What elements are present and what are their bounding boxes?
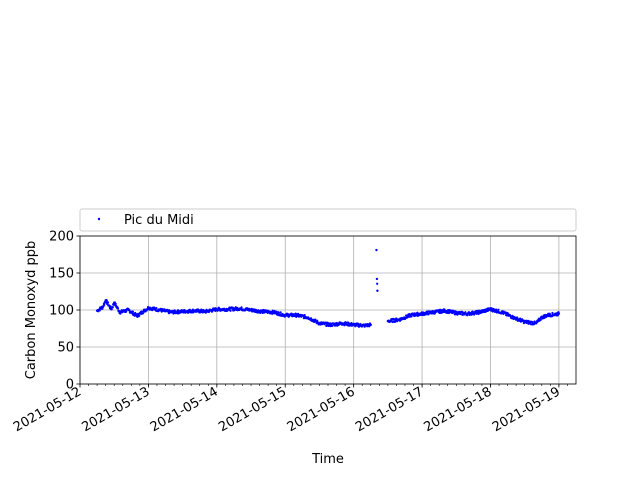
x-tick-label: 2021-05-18 xyxy=(422,384,495,435)
y-tick-label: 50 xyxy=(57,341,74,356)
data-point xyxy=(410,315,413,318)
data-point xyxy=(413,312,416,315)
data-point xyxy=(111,305,114,309)
data-point xyxy=(146,305,150,309)
legend-box xyxy=(79,208,577,232)
y-tick-label: 100 xyxy=(49,304,74,319)
data-point xyxy=(114,302,117,305)
data-point xyxy=(376,289,379,292)
data-point xyxy=(105,299,108,302)
data-point xyxy=(103,303,106,306)
x-axis-ticks: 2021-05-122021-05-132021-05-142021-05-15… xyxy=(11,384,568,435)
data-point xyxy=(118,310,121,313)
x-tick-label: 2021-05-14 xyxy=(148,384,221,435)
data-point xyxy=(547,312,550,315)
data-point xyxy=(140,310,143,313)
y-axis-label: Carbon Monoxyd ppb xyxy=(24,241,39,379)
data-point xyxy=(214,307,217,310)
data-point xyxy=(477,312,480,315)
data-point xyxy=(368,322,372,325)
data-point xyxy=(471,310,474,313)
x-tick-label: 2021-05-12 xyxy=(11,384,84,435)
data-point xyxy=(309,317,313,320)
data-point xyxy=(200,308,203,311)
data-point xyxy=(279,311,282,314)
data-point xyxy=(98,309,101,312)
x-tick-label: 2021-05-13 xyxy=(79,384,152,435)
data-point xyxy=(443,308,446,311)
data-point xyxy=(240,306,243,309)
data-point xyxy=(376,282,379,285)
data-point xyxy=(369,324,372,327)
y-tick-label: 150 xyxy=(49,267,74,282)
data-point xyxy=(421,313,424,317)
data-point xyxy=(375,248,378,252)
y-tick-label: 200 xyxy=(49,230,74,245)
data-point xyxy=(277,311,280,315)
data-point xyxy=(539,318,542,321)
legend-label: Pic du Midi xyxy=(124,213,194,228)
data-point xyxy=(283,315,286,318)
data-point xyxy=(375,277,379,281)
data-point xyxy=(229,309,232,312)
data-point xyxy=(138,314,141,317)
data-point xyxy=(106,301,110,304)
data-point xyxy=(141,312,145,315)
data-point xyxy=(556,314,559,317)
data-point xyxy=(511,314,514,317)
legend-marker xyxy=(97,217,101,221)
data-point xyxy=(155,306,158,310)
data-point xyxy=(101,307,104,310)
x-tick-label: 2021-05-15 xyxy=(216,384,289,435)
data-point xyxy=(495,308,498,311)
y-axis-ticks: 0 50 100 150 200 xyxy=(49,230,80,393)
x-tick-label: 2021-05-16 xyxy=(285,384,358,435)
x-tick-label: 2021-05-19 xyxy=(490,384,563,435)
data-point xyxy=(466,314,469,317)
data-point xyxy=(125,310,128,313)
data-point xyxy=(557,311,560,314)
y-tick-label: 0 xyxy=(66,378,74,393)
data-point xyxy=(131,310,135,313)
data-point xyxy=(427,313,430,316)
data-point xyxy=(116,307,120,310)
x-axis-label: Time xyxy=(311,452,344,467)
data-point xyxy=(110,308,113,311)
data-points xyxy=(95,248,561,328)
data-point xyxy=(497,308,500,311)
data-point xyxy=(303,314,306,317)
data-point xyxy=(350,322,353,325)
data-point xyxy=(331,324,334,327)
x-tick-label: 2021-05-17 xyxy=(353,384,426,435)
data-point xyxy=(314,318,317,321)
data-point xyxy=(294,312,297,315)
